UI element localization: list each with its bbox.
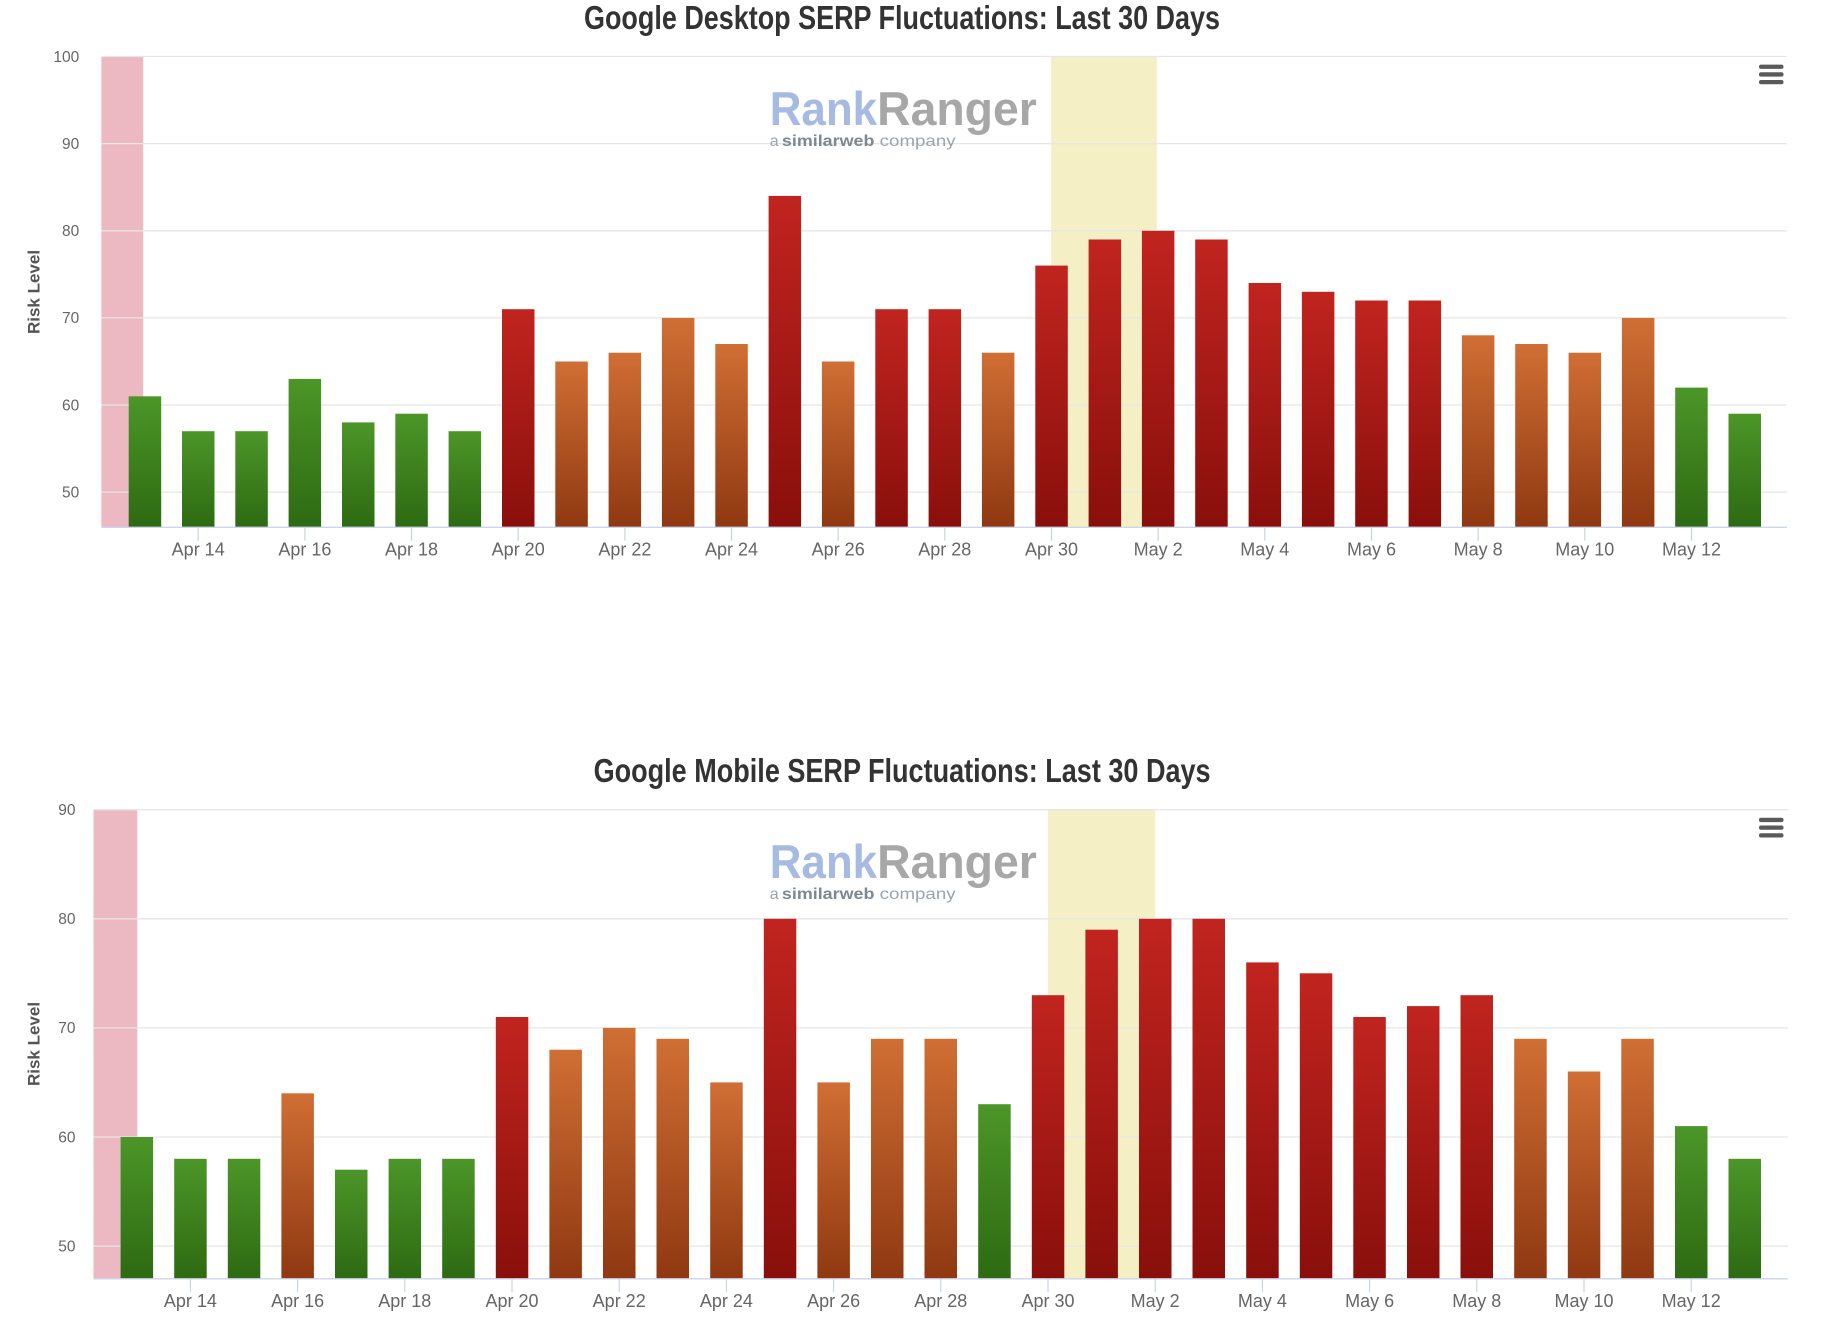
svg-text:Apr 18: Apr 18 [378,1291,431,1311]
svg-text:May 10: May 10 [1555,540,1614,560]
svg-text:100: 100 [53,49,79,66]
svg-text:Rank: Rank [770,82,878,135]
svg-text:Apr 14: Apr 14 [164,1291,217,1311]
svg-text:Apr 28: Apr 28 [918,540,971,560]
svg-text:a: a [770,886,779,903]
svg-text:Risk Level: Risk Level [25,1002,44,1086]
svg-text:May 6: May 6 [1345,1291,1394,1311]
svg-text:May 12: May 12 [1662,540,1721,560]
svg-text:Apr 24: Apr 24 [705,540,758,560]
svg-text:60: 60 [62,397,80,414]
svg-text:Apr 22: Apr 22 [593,1291,646,1311]
svg-text:a: a [770,133,779,150]
svg-text:80: 80 [62,223,80,240]
svg-text:Risk Level: Risk Level [25,250,44,334]
svg-text:May 6: May 6 [1347,540,1396,560]
svg-text:Apr 18: Apr 18 [385,540,438,560]
svg-text:company: company [880,886,956,903]
svg-text:80: 80 [58,911,76,928]
svg-text:May 4: May 4 [1238,1291,1287,1311]
svg-text:May 2: May 2 [1131,1291,1180,1311]
svg-text:Apr 30: Apr 30 [1025,540,1078,560]
svg-text:May 12: May 12 [1662,1291,1721,1311]
svg-text:similarweb: similarweb [782,886,875,903]
svg-text:May 8: May 8 [1452,1291,1501,1311]
svg-text:May 8: May 8 [1454,540,1503,560]
svg-text:May 4: May 4 [1240,540,1289,560]
svg-text:Ranger: Ranger [877,82,1037,135]
svg-text:Apr 28: Apr 28 [914,1291,967,1311]
svg-text:May 10: May 10 [1554,1291,1613,1311]
svg-text:Apr 22: Apr 22 [598,540,651,560]
svg-text:90: 90 [58,802,76,819]
svg-text:Apr 24: Apr 24 [700,1291,753,1311]
svg-text:May 2: May 2 [1134,540,1183,560]
svg-text:Apr 30: Apr 30 [1021,1291,1074,1311]
svg-text:Ranger: Ranger [877,835,1037,888]
svg-text:similarweb: similarweb [782,133,875,150]
svg-text:Apr 16: Apr 16 [278,540,331,560]
svg-text:50: 50 [58,1238,76,1255]
svg-text:Apr 20: Apr 20 [485,1291,538,1311]
svg-text:60: 60 [58,1129,76,1146]
svg-text:Rank: Rank [770,835,878,888]
svg-text:50: 50 [62,484,80,501]
svg-text:Apr 26: Apr 26 [812,540,865,560]
svg-text:company: company [880,133,956,150]
svg-text:70: 70 [62,310,80,327]
svg-text:Apr 20: Apr 20 [492,540,545,560]
svg-text:Google Mobile SERP Fluctuation: Google Mobile SERP Fluctuations: Last 30… [594,752,1211,789]
svg-text:Apr 26: Apr 26 [807,1291,860,1311]
svg-text:Google Desktop SERP Fluctuatio: Google Desktop SERP Fluctuations: Last 3… [584,0,1220,36]
svg-text:70: 70 [58,1020,76,1037]
svg-text:90: 90 [62,136,80,153]
svg-text:Apr 16: Apr 16 [271,1291,324,1311]
svg-text:Apr 14: Apr 14 [172,540,225,560]
